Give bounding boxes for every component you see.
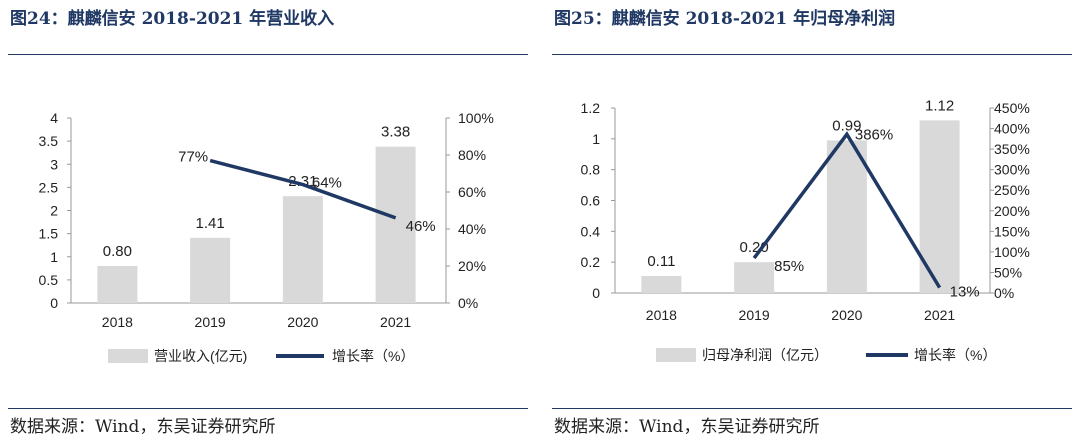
left-axis-tick-label: 3.5 — [39, 133, 59, 149]
bar-data-label: 3.38 — [381, 124, 410, 141]
legend-bar-label: 归母净利润（亿元） — [702, 347, 828, 363]
x-axis-category-label: 2019 — [195, 314, 226, 330]
right-axis-tick-label: 40% — [458, 221, 486, 237]
x-axis-category-label: 2018 — [646, 307, 677, 323]
figure-25: 图25：麒麟信安 2018-2021 年归母净利润 0 0.2 0.4 0.6 0.8 1… — [552, 0, 1072, 447]
bar-data-label: 1.12 — [925, 97, 954, 114]
left-axis-tick-label: 1 — [50, 249, 58, 265]
right-axis-tick-label: 80% — [458, 147, 486, 163]
bar — [641, 276, 682, 293]
bottom-rule — [552, 408, 1072, 409]
right-axis-tick-label: 250% — [994, 182, 1030, 198]
revenue-chart: 00.511.522.533.540%20%40%60%80%100%0.802… — [39, 110, 494, 364]
right-axis-tick-label: 100% — [458, 110, 494, 126]
right-axis-tick-label: 0% — [994, 285, 1014, 301]
right-axis-tick-label: 100% — [994, 244, 1030, 260]
net-profit-chart: 0 0.2 0.4 0.6 0.8 1 1.2 0% 50% 100% 150% 200% 250% 30… — [581, 97, 1030, 363]
right-axis-tick-label: 20% — [458, 258, 486, 274]
figure-title: 图24：麒麟信安 2018-2021 年营业收入 — [10, 9, 335, 29]
bar — [734, 262, 775, 293]
left-axis-tick-label: 3 — [50, 156, 58, 172]
left-axis-tick-label: 2.5 — [39, 179, 59, 195]
x-axis-category-label: 2021 — [380, 314, 411, 330]
growth-line — [752, 131, 942, 289]
right-axis-tick-label: 150% — [994, 223, 1030, 239]
right-axis-tick-label: 60% — [458, 184, 486, 200]
bar-data-label: 0.80 — [103, 243, 132, 260]
legend-bar-swatch — [656, 348, 696, 362]
bar-data-label: 0.20 — [740, 239, 769, 256]
bottom-rule — [8, 408, 528, 409]
line-data-label: 77% — [178, 149, 208, 166]
growth-line — [209, 158, 397, 220]
legend-line-label: 增长率（%） — [332, 348, 414, 364]
right-axis-tick-label: 450% — [994, 100, 1030, 116]
legend-line-label: 增长率（%） — [914, 347, 996, 363]
figure-source: 数据来源：Wind，东吴证券研究所 — [10, 417, 276, 437]
right-axis-tick-label: 400% — [994, 121, 1030, 137]
left-axis-tick-label: 0 — [592, 285, 600, 301]
left-axis-tick-label: 0.8 — [581, 162, 601, 178]
left-axis-tick-label: 0.4 — [581, 223, 601, 239]
left-axis-tick-label: 0.2 — [581, 254, 601, 270]
x-axis-category-label: 2020 — [831, 307, 862, 323]
right-axis-tick-label: 0% — [458, 295, 478, 311]
line-data-label: 13% — [950, 284, 980, 301]
figure-title: 图25：麒麟信安 2018-2021 年归母净利润 — [554, 9, 896, 29]
legend-bar-label: 营业收入(亿元) — [154, 348, 247, 364]
left-axis-tick-label: 2 — [50, 203, 58, 219]
legend-bar-swatch — [108, 349, 148, 363]
figure-source: 数据来源：Wind，东吴证券研究所 — [554, 417, 820, 437]
right-axis-tick-label: 350% — [994, 141, 1030, 157]
x-axis-category-label: 2021 — [924, 307, 955, 323]
top-rule — [552, 54, 1072, 55]
x-axis-category-label: 2018 — [102, 314, 133, 330]
x-axis-category-label: 2019 — [739, 307, 770, 323]
left-axis-tick-label: 1.2 — [581, 100, 601, 116]
left-axis-tick-label: 0.6 — [581, 193, 601, 209]
bar — [190, 237, 231, 303]
line-data-label: 46% — [406, 218, 436, 235]
bar — [282, 196, 323, 303]
bar — [97, 266, 138, 303]
line-data-label: 64% — [312, 175, 342, 192]
right-axis-tick-label: 50% — [994, 264, 1022, 280]
left-axis-tick-label: 4 — [50, 110, 58, 126]
bar-data-label: 0.11 — [647, 253, 675, 270]
left-axis-tick-label: 0.5 — [39, 272, 59, 288]
bar — [826, 140, 867, 293]
left-axis-tick-label: 0 — [50, 295, 58, 311]
left-axis-tick-label: 1 — [592, 131, 600, 147]
bar — [375, 146, 416, 303]
right-axis-tick-label: 200% — [994, 203, 1030, 219]
top-rule — [8, 54, 528, 55]
line-data-label: 85% — [774, 258, 804, 275]
bar-data-label: 0.99 — [832, 117, 861, 134]
line-data-label: 386% — [855, 126, 893, 143]
right-axis-tick-label: 300% — [994, 162, 1030, 178]
left-axis-tick-label: 1.5 — [39, 226, 59, 242]
figure-24: 图24：麒麟信安 2018-2021 年营业收入 0 0.5 1 1.5 2 2.5 3 3.… — [8, 0, 528, 447]
bar-data-label: 1.41 — [196, 215, 225, 232]
x-axis-category-label: 2020 — [287, 314, 318, 330]
